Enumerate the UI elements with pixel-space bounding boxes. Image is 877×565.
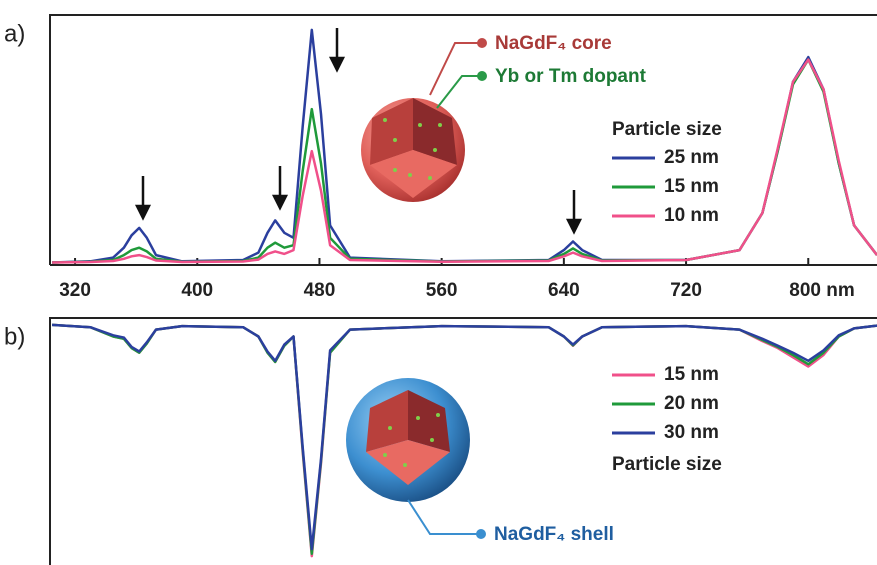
annotation: NaGdF₄ shell [494, 524, 614, 545]
x-tick-label: 400 [181, 280, 213, 301]
x-tick-label: 640 [548, 280, 580, 301]
leaders [429, 38, 487, 109]
panel-label: a) [4, 20, 25, 47]
legend-label: 15 nm [664, 364, 719, 385]
legend-label: 10 nm [664, 205, 719, 226]
frame-b [49, 317, 877, 565]
frame-a [49, 14, 877, 265]
shell-leader [407, 499, 486, 539]
core-sphere [361, 98, 465, 202]
panel-label: b) [4, 323, 25, 350]
spectrum-line [52, 58, 877, 264]
legend-title: Particle size [612, 454, 722, 475]
annotation: NaGdF₄ core [495, 33, 612, 54]
x-tick-label: 320 [59, 280, 91, 301]
shell-sphere [346, 378, 470, 502]
annotation: Yb or Tm dopant [495, 66, 647, 87]
legend-label: 25 nm [664, 147, 719, 168]
legend-label: 15 nm [664, 176, 719, 197]
spectrum-line [52, 58, 877, 264]
spectrum-line [52, 323, 877, 551]
x-tick-label: 800 nm [789, 280, 854, 301]
x-tick-label: 480 [304, 280, 336, 301]
x-tick-label: 560 [426, 280, 458, 301]
legend-label: 20 nm [664, 393, 719, 414]
legend-label: 30 nm [664, 422, 719, 443]
frames [49, 14, 877, 565]
arrows [134, 28, 583, 235]
legend-title: Particle size [612, 119, 722, 140]
x-tick-label: 720 [670, 280, 702, 301]
